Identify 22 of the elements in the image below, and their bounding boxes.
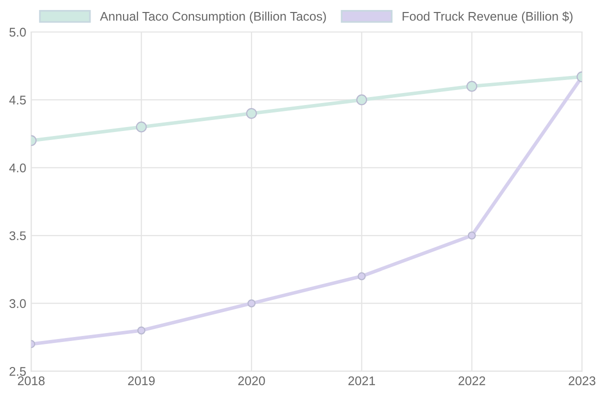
- x-tick-label: 2022: [458, 376, 486, 386]
- point: [136, 122, 147, 132]
- point: [247, 299, 256, 308]
- point: [358, 272, 366, 280]
- x-tick-label: 2019: [128, 376, 155, 386]
- y-tick-label: 5.0: [9, 28, 26, 37]
- point: [137, 326, 146, 335]
- y-tick-label: 3.5: [9, 231, 26, 240]
- legend-label: Food Truck Revenue (Billion $): [402, 11, 572, 24]
- legend-label: Annual Taco Consumption (Billion Tacos): [100, 12, 326, 24]
- x-tick-label: 2020: [238, 376, 265, 386]
- y-tick-label: 2.5: [10, 367, 26, 376]
- point: [466, 80, 478, 92]
- y-tick-label: 3.0: [9, 299, 26, 308]
- x-tick-label: 2021: [348, 376, 375, 386]
- point: [468, 231, 476, 240]
- x-tick-label: 2023: [568, 376, 596, 386]
- point: [356, 94, 368, 106]
- x-tick-label: 2018: [18, 376, 45, 386]
- y-tick-label: 4.0: [9, 163, 26, 172]
- point: [246, 108, 257, 119]
- y-tick-label: 4.5: [9, 96, 26, 104]
